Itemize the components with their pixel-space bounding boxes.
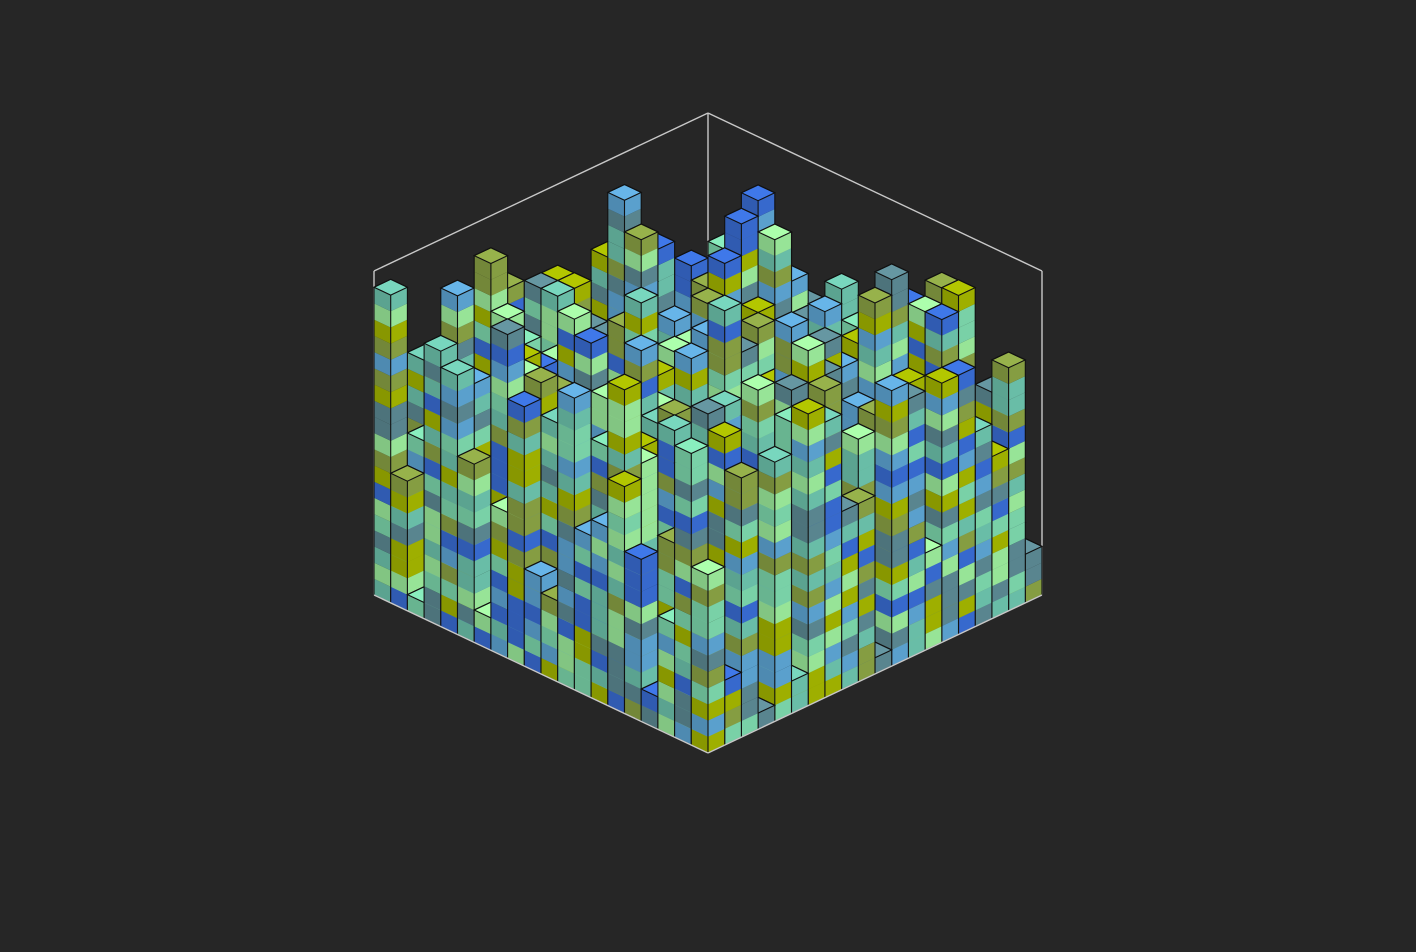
voxel-right-face (724, 271, 742, 296)
voxel-right-face (891, 288, 909, 313)
voxel-right-face (457, 304, 475, 329)
voxel-right-face (758, 336, 775, 361)
voxel-left-face (624, 248, 642, 273)
voxel-left-face (474, 271, 491, 296)
voxel-right-face (407, 554, 425, 579)
voxel-left-face (390, 489, 408, 514)
voxel-left-face (758, 248, 775, 273)
voxel-left-face (474, 336, 491, 361)
voxel-right-face (457, 336, 475, 361)
voxel-left-face (524, 296, 541, 321)
voxel-left-face (374, 465, 391, 490)
voxel-right-face (958, 303, 976, 328)
voxel-right-face (741, 248, 759, 273)
voxel-right-face (741, 264, 759, 289)
voxel-right-face (641, 248, 658, 273)
voxel-right-face (1025, 562, 1042, 587)
voxel-left-face (440, 304, 458, 329)
voxel-right-face (390, 368, 408, 393)
voxel-right-face (390, 352, 408, 377)
voxel-left-face (374, 449, 391, 474)
voxel-right-face (457, 320, 475, 345)
voxel-left-face (390, 538, 408, 563)
voxel-left-face (925, 327, 942, 352)
voxel-left-face (374, 497, 391, 522)
voxel-left-face (374, 368, 391, 393)
voxel-right-face (407, 538, 425, 563)
voxel-left-face (390, 505, 408, 530)
voxel-left-face (607, 257, 625, 282)
voxel-left-face (390, 570, 408, 595)
voxel-left-face (925, 344, 942, 369)
voxel-left-face (607, 273, 625, 298)
voxel-left-face (390, 521, 408, 546)
voxel-left-face (557, 343, 575, 368)
voxel-left-face (374, 562, 391, 587)
voxel-left-face (607, 208, 625, 233)
voxel-left-face (908, 320, 926, 345)
voxel-left-face (374, 352, 391, 377)
voxel-right-face (657, 257, 675, 282)
voxel-right-face (774, 264, 792, 289)
voxel-right-face (407, 489, 425, 514)
voxel-left-face (407, 401, 425, 426)
voxel-left-face (374, 335, 391, 360)
voxel-left-face (474, 304, 491, 329)
voxel-left-face (557, 327, 575, 352)
voxel-left-face (474, 288, 491, 313)
voxel-left-face (407, 368, 425, 393)
voxel-left-face (541, 304, 558, 329)
voxel-right-face (390, 303, 408, 328)
voxel-left-face (374, 433, 391, 458)
voxel-left-face (407, 384, 425, 409)
voxel-right-face (958, 336, 976, 361)
voxel-left-face (591, 265, 608, 290)
voxel-right-face (390, 319, 408, 344)
voxel-left-face (474, 320, 491, 345)
voxel-left-face (374, 416, 391, 441)
voxel-left-face (374, 530, 391, 555)
voxel-left-face (374, 303, 391, 328)
voxel-right-face (891, 320, 909, 345)
voxel-left-face (758, 264, 775, 289)
voxel-right-face (941, 327, 959, 352)
voxel-right-face (490, 271, 508, 296)
voxel-left-face (607, 241, 625, 266)
voxel-right-face (958, 320, 976, 345)
voxel-left-face (390, 554, 408, 579)
voxel-right-face (407, 505, 425, 530)
voxel-left-face (607, 224, 625, 249)
voxel-left-face (607, 289, 625, 314)
voxel-left-face (607, 352, 625, 377)
voxel-right-face (390, 400, 408, 425)
voxel-right-face (741, 232, 759, 257)
voxel-left-face (908, 336, 926, 361)
voxel-left-face (774, 335, 792, 360)
voxel-left-face (374, 319, 391, 344)
voxel-right-face (641, 264, 658, 289)
voxel-left-face (674, 274, 692, 299)
voxel-left-face (374, 384, 391, 409)
voxel-right-face (407, 521, 425, 546)
voxel-right-face (390, 335, 408, 360)
voxel-right-face (390, 384, 408, 409)
voxel-left-face (374, 400, 391, 425)
voxel-left-face (374, 546, 391, 571)
voxel-right-face (891, 336, 909, 361)
voxel-left-face (624, 264, 642, 289)
voxel-left-face (541, 320, 558, 345)
voxel-left-face (374, 514, 391, 539)
voxel-right-face (891, 304, 909, 329)
voxel-right-face (774, 248, 792, 273)
voxel-left-face (774, 352, 792, 377)
voxel-left-face (374, 481, 391, 506)
voxel-right-face (774, 280, 792, 305)
voxel-left-face (607, 335, 625, 360)
voxel-left-face (591, 281, 608, 306)
voxel-right-face (657, 273, 675, 298)
voxel-right-face (390, 433, 408, 458)
voxel-right-face (390, 416, 408, 441)
